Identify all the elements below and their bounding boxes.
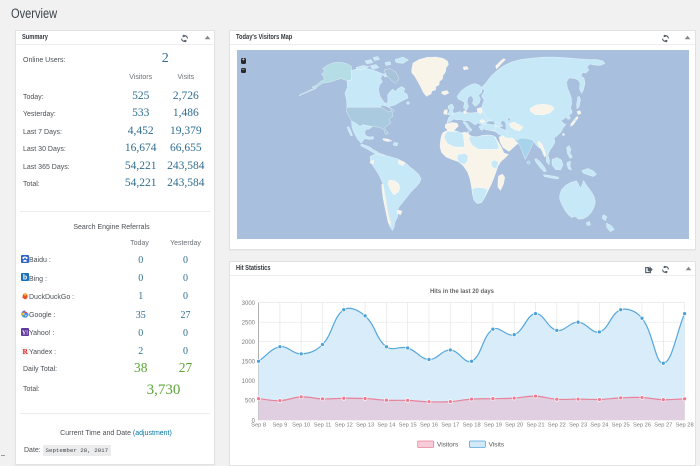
svg-text:Sep 13: Sep 13 [356, 423, 374, 429]
svg-text:Sep 8: Sep 8 [251, 423, 266, 429]
svg-text:2500: 2500 [242, 321, 256, 327]
svg-text:R: R [22, 347, 28, 355]
svg-text:Sep 12: Sep 12 [335, 423, 353, 429]
svg-text:Sep 28: Sep 28 [676, 423, 694, 429]
svg-text:Visits: Visits [489, 442, 505, 449]
svg-text:Sep 11: Sep 11 [314, 423, 332, 429]
svg-text:Sep 23: Sep 23 [569, 423, 587, 429]
svg-text:2000: 2000 [242, 340, 256, 346]
svg-text:Sep 22: Sep 22 [548, 423, 566, 429]
svg-text:Sep 9: Sep 9 [272, 423, 287, 429]
svg-text:3000: 3000 [242, 301, 256, 307]
svg-text:Sep 26: Sep 26 [633, 423, 651, 429]
svg-text:500: 500 [245, 399, 256, 405]
svg-text:1000: 1000 [242, 379, 256, 385]
svg-text:b: b [22, 275, 26, 282]
svg-text:1500: 1500 [242, 360, 256, 366]
svg-text:Sep 16: Sep 16 [420, 423, 438, 429]
svg-text:Sep 21: Sep 21 [526, 423, 544, 429]
svg-text:Sep 24: Sep 24 [590, 423, 608, 429]
svg-text:Sep 20: Sep 20 [505, 423, 523, 429]
svg-text:Hits in the last 20 days: Hits in the last 20 days [430, 288, 494, 295]
svg-text:Sep 14: Sep 14 [377, 423, 395, 429]
svg-text:0: 0 [252, 419, 256, 425]
svg-text:Sep 25: Sep 25 [612, 423, 630, 429]
svg-text:Sep 27: Sep 27 [654, 423, 672, 429]
svg-text:Sep 17: Sep 17 [441, 423, 459, 429]
svg-text:Sep 10: Sep 10 [292, 423, 310, 429]
svg-text:Sep 15: Sep 15 [399, 423, 417, 429]
svg-text:Y!: Y! [21, 330, 27, 336]
svg-text:Sep 19: Sep 19 [484, 423, 502, 429]
svg-text:Visitors: Visitors [437, 442, 459, 449]
svg-text:Sep 18: Sep 18 [463, 423, 481, 429]
